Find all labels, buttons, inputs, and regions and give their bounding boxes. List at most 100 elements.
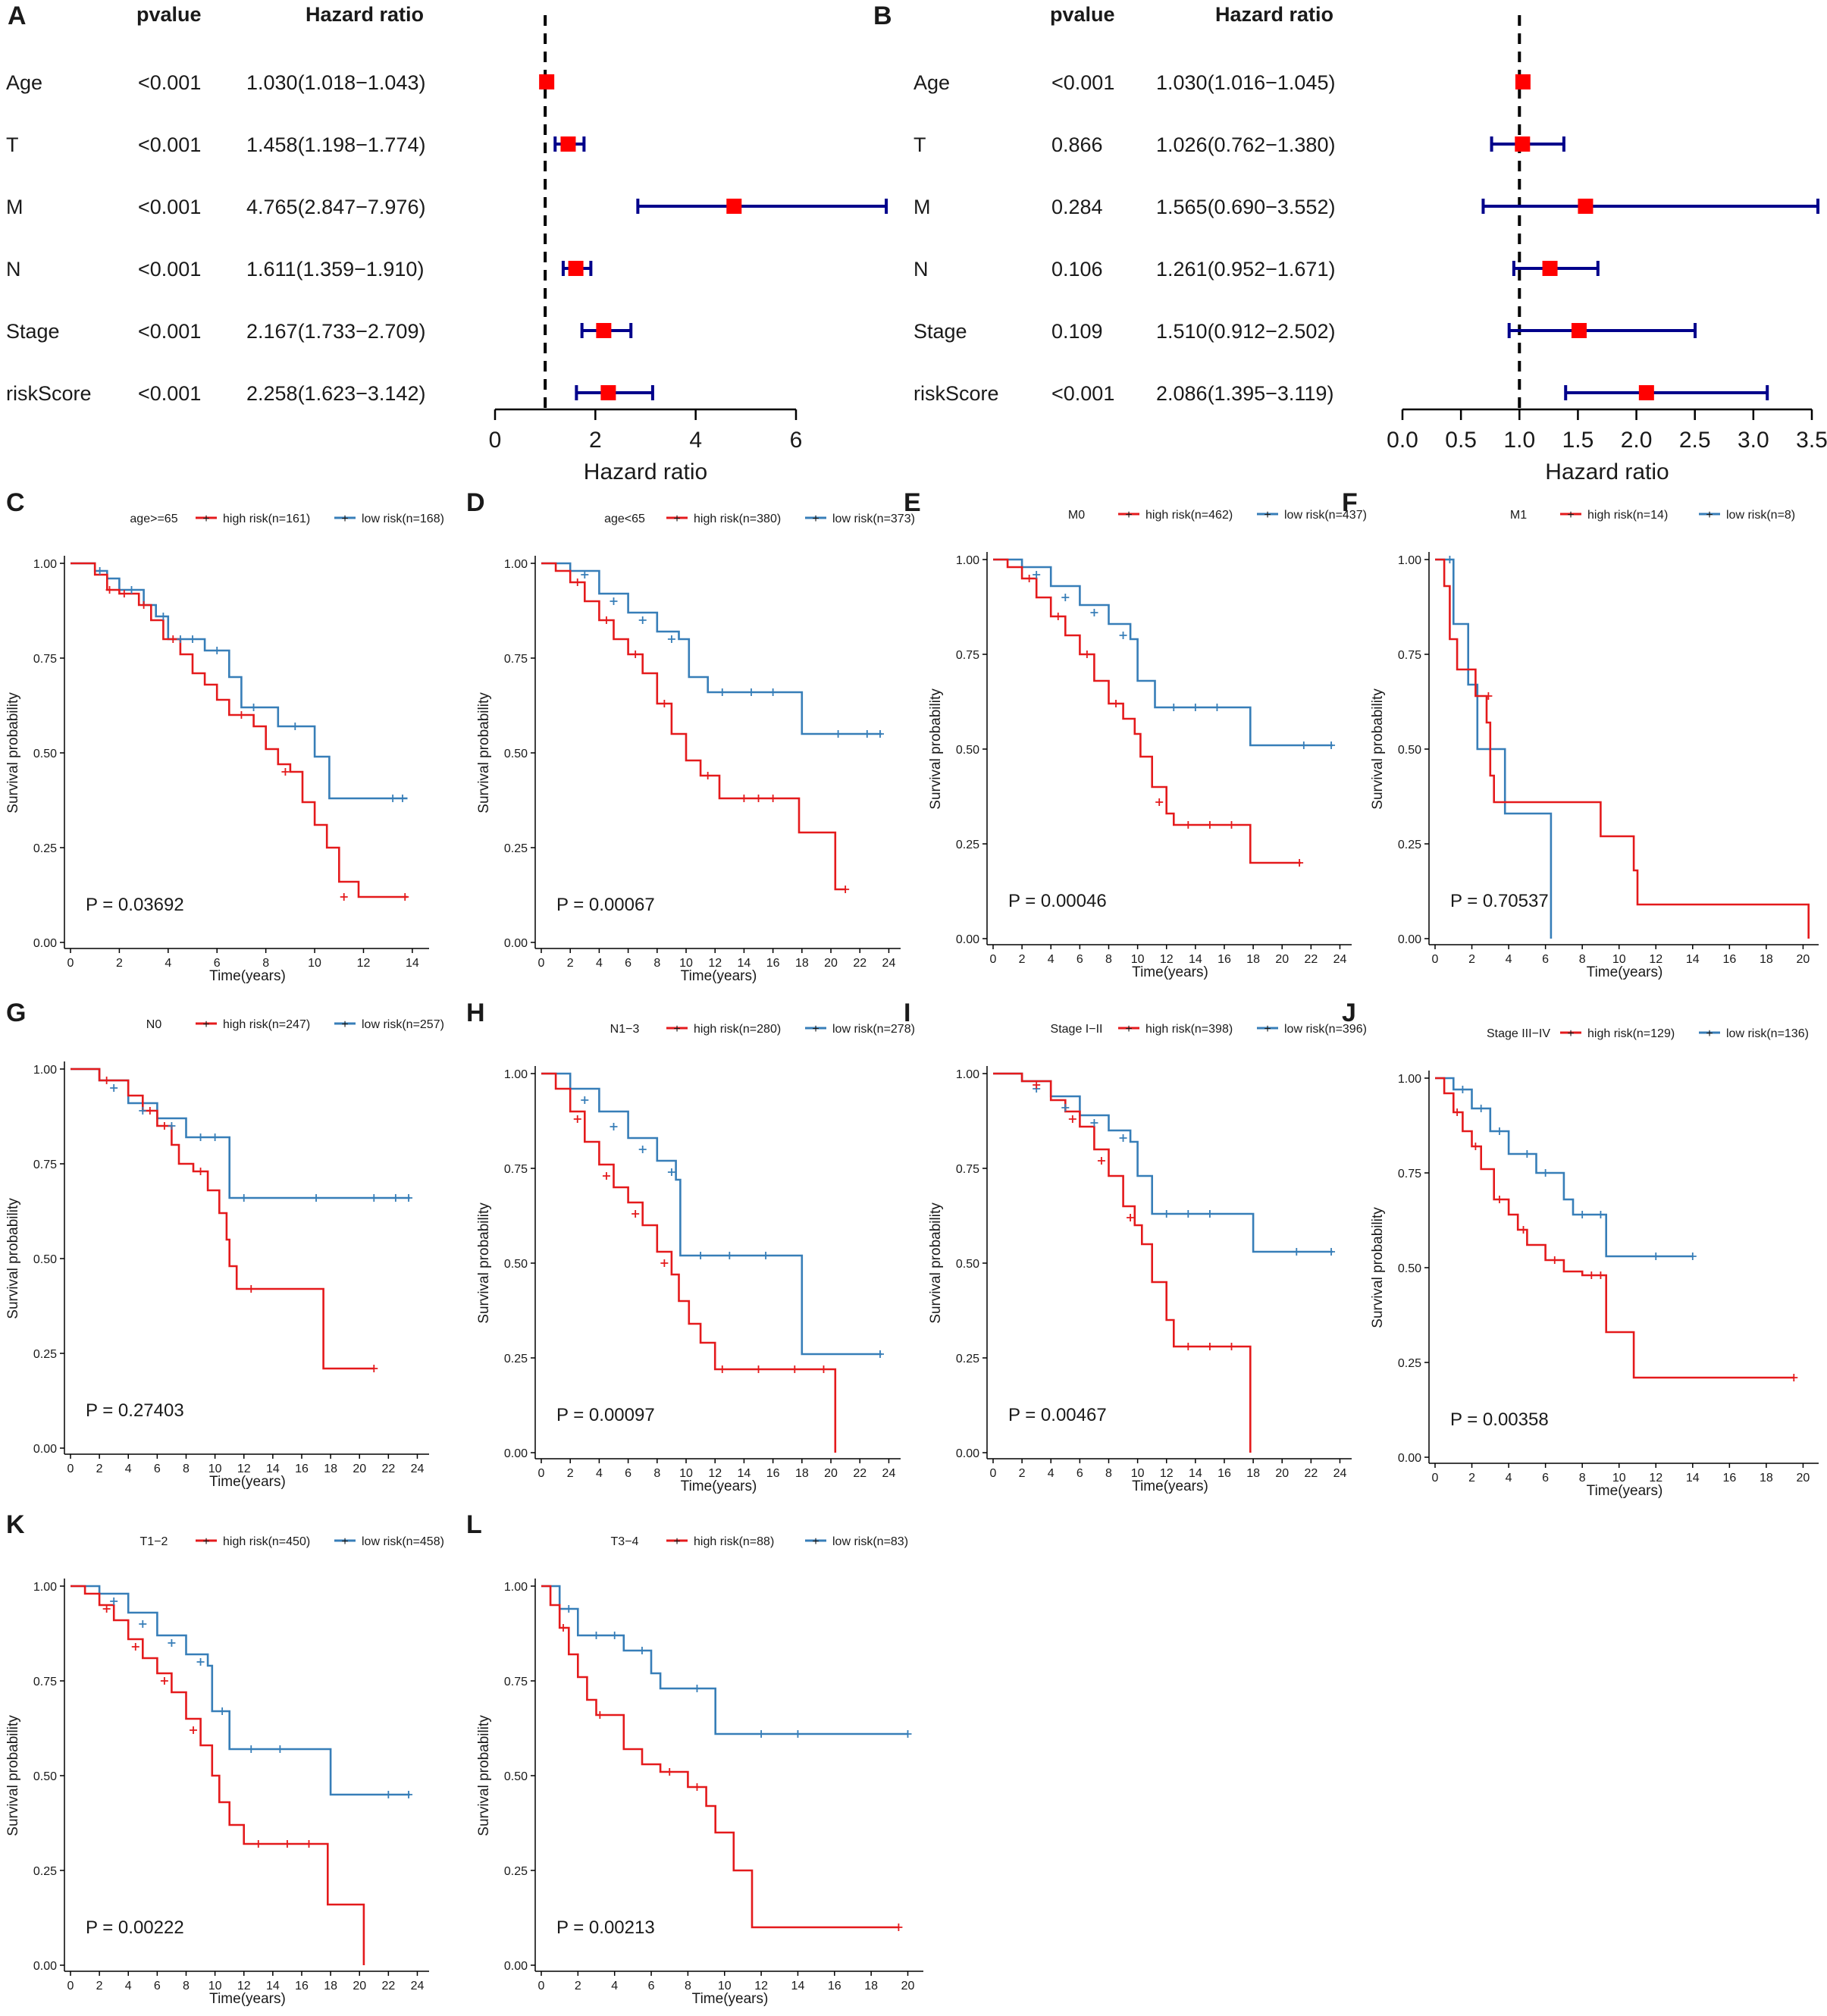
censor-mark-high bbox=[1227, 821, 1236, 829]
hr-point bbox=[1542, 261, 1558, 276]
censor-mark-high bbox=[718, 1365, 726, 1373]
x-tick-label: 8 bbox=[183, 1980, 190, 1992]
legend-strata: M0 bbox=[1068, 509, 1085, 522]
panel-label: K bbox=[6, 1510, 25, 1539]
y-tick-label: 0.00 bbox=[956, 1447, 979, 1460]
censor-mark-low bbox=[718, 688, 726, 696]
p-value: P = 0.00067 bbox=[556, 895, 655, 915]
x-tick-label: 4 bbox=[1048, 953, 1055, 966]
censor-mark-high bbox=[139, 601, 148, 609]
panel-label: G bbox=[6, 999, 26, 1027]
legend-high-label: high risk(n=398) bbox=[1145, 1023, 1233, 1036]
header-hazard-ratio: Hazard ratio bbox=[1215, 3, 1333, 26]
hr-point bbox=[539, 74, 555, 89]
x-tick-label: 0 bbox=[1432, 1472, 1439, 1485]
km-plot-J: J Stage III−IV + high risk(n=129) + low risk(… bbox=[1342, 999, 1819, 1499]
censor-mark-low bbox=[1033, 571, 1041, 578]
row-pvalue: <0.001 bbox=[138, 382, 201, 405]
y-tick-label: 1.00 bbox=[504, 558, 528, 571]
y-axis-title: Survival probability bbox=[1370, 688, 1386, 810]
hr-point bbox=[560, 136, 576, 152]
x-tick-label: 4 bbox=[611, 1980, 618, 1992]
x-tick-label: 2.5 bbox=[1679, 428, 1711, 453]
x-tick-label: 4 bbox=[125, 1980, 132, 1992]
row-variable: Age bbox=[6, 71, 42, 94]
x-tick-label: 2 bbox=[567, 1467, 574, 1480]
y-tick-label: 0.00 bbox=[1398, 933, 1421, 946]
censor-mark-low bbox=[1477, 1105, 1485, 1112]
y-tick-label: 0.25 bbox=[956, 839, 979, 851]
x-tick-label: 20 bbox=[1275, 1467, 1289, 1480]
censor-mark-high bbox=[102, 1077, 111, 1084]
legend-high-mark: + bbox=[202, 1535, 209, 1548]
censor-mark-high bbox=[1112, 700, 1120, 707]
censor-mark-high bbox=[660, 1259, 669, 1267]
x-tick-label: 8 bbox=[262, 957, 269, 970]
censor-mark-low bbox=[213, 647, 221, 654]
x-tick-label: 10 bbox=[718, 1980, 732, 1992]
legend-high-mark: + bbox=[673, 513, 680, 525]
row-pvalue: <0.001 bbox=[1051, 382, 1114, 405]
panel-label: E bbox=[904, 488, 921, 517]
censor-mark-low bbox=[159, 613, 168, 620]
header-pvalue: pvalue bbox=[136, 3, 202, 26]
legend-low-mark: + bbox=[1706, 1027, 1713, 1040]
y-tick-label: 0.50 bbox=[33, 1770, 57, 1783]
censor-mark-high bbox=[1083, 651, 1091, 658]
x-tick-label: 4 bbox=[596, 1467, 603, 1480]
x-axis-title: Hazard ratio bbox=[584, 459, 707, 484]
hr-point bbox=[1578, 199, 1594, 214]
y-tick-label: 1.00 bbox=[1398, 554, 1421, 567]
row-variable: riskScore bbox=[914, 382, 999, 405]
x-tick-label: 8 bbox=[1579, 1472, 1586, 1485]
x-tick-label: 18 bbox=[795, 957, 809, 970]
y-tick-label: 0.00 bbox=[956, 933, 979, 946]
row-variable: N bbox=[6, 258, 21, 281]
y-tick-label: 0.50 bbox=[504, 1770, 528, 1783]
censor-mark-low bbox=[110, 1084, 118, 1092]
row-hr-text: 2.258(1.623−3.142) bbox=[246, 382, 425, 405]
x-tick-label: 14 bbox=[266, 1463, 280, 1475]
x-tick-label: 10 bbox=[679, 1467, 693, 1480]
hr-point bbox=[596, 323, 612, 338]
x-tick-label: 4 bbox=[1048, 1467, 1055, 1480]
censor-mark-high bbox=[666, 1768, 674, 1776]
legend-high-mark: + bbox=[202, 1018, 209, 1031]
p-value: P = 0.00467 bbox=[1008, 1405, 1107, 1425]
x-tick-label: 18 bbox=[1246, 953, 1260, 966]
legend-high-mark: + bbox=[673, 1535, 680, 1548]
y-tick-label: 0.50 bbox=[504, 748, 528, 760]
x-tick-label: 12 bbox=[357, 957, 371, 970]
survival-curve-low bbox=[1435, 558, 1553, 939]
row-pvalue: 0.284 bbox=[1051, 196, 1103, 218]
censor-mark-low bbox=[863, 730, 871, 738]
x-tick-label: 18 bbox=[1246, 1467, 1260, 1480]
p-value: P = 0.70537 bbox=[1450, 891, 1549, 911]
censor-mark-low bbox=[1090, 1119, 1098, 1127]
y-axis-title: Survival probability bbox=[1370, 1207, 1386, 1328]
x-tick-label: 0 bbox=[538, 1980, 545, 1992]
x-tick-label: 6 bbox=[790, 428, 803, 453]
row-hr-text: 1.458(1.198−1.774) bbox=[246, 133, 425, 156]
censor-mark-low bbox=[697, 1252, 705, 1259]
legend-low-label: low risk(n=257) bbox=[362, 1018, 444, 1031]
row-hr-text: 1.026(0.762−1.380) bbox=[1156, 133, 1335, 156]
censor-mark-high bbox=[602, 616, 610, 624]
x-axis-title: Time(years) bbox=[209, 1991, 286, 2007]
censor-mark-low bbox=[610, 597, 618, 605]
censor-mark-high bbox=[841, 886, 850, 893]
censor-mark-high bbox=[169, 635, 177, 643]
censor-mark-low bbox=[218, 1707, 227, 1715]
row-hr-text: 2.167(1.733−2.709) bbox=[246, 320, 425, 343]
censor-mark-high bbox=[305, 1840, 313, 1848]
censor-mark-low bbox=[110, 1597, 118, 1605]
censor-mark-low bbox=[747, 688, 755, 696]
x-tick-label: 10 bbox=[1131, 1467, 1145, 1480]
censor-mark-high bbox=[1025, 575, 1033, 582]
censor-mark-high bbox=[1205, 1343, 1214, 1350]
legend-high-label: high risk(n=280) bbox=[694, 1023, 781, 1036]
censor-mark-low bbox=[1459, 1086, 1467, 1093]
x-tick-label: 8 bbox=[183, 1463, 190, 1475]
